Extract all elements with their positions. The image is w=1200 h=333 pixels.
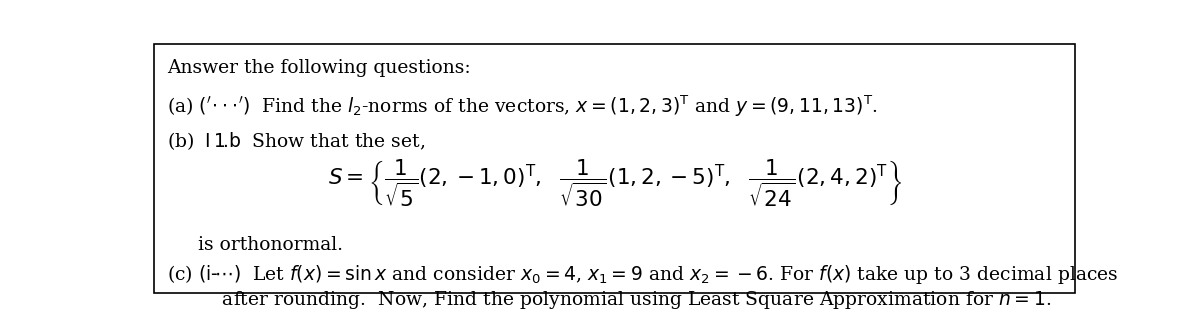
Text: Answer the following questions:: Answer the following questions: — [167, 59, 470, 77]
Text: is orthonormal.: is orthonormal. — [198, 236, 343, 254]
Text: after rounding.  Now, Find the polynomial using Least Square Approximation for $: after rounding. Now, Find the polynomial… — [198, 289, 1051, 311]
FancyBboxPatch shape — [154, 44, 1075, 293]
Text: (b) $\;\mathrm{I\,1\!.\!b}\;$ Show that the set,: (b) $\;\mathrm{I\,1\!.\!b}\;$ Show that … — [167, 130, 425, 152]
Text: (a) $\left({}^{\prime}\!\cdot\!\cdot\!\cdot\!{}^{\prime}\right)$  Find the $l_2$: (a) $\left({}^{\prime}\!\cdot\!\cdot\!\c… — [167, 94, 877, 119]
Text: (c) $\left(\mathrm{i}\text{-}\!\cdots\right)$  Let $f(x) = \sin x$ and consider : (c) $\left(\mathrm{i}\text{-}\!\cdots\ri… — [167, 263, 1118, 286]
Text: $S = \left\{ \dfrac{1}{\sqrt{5}}(2,-1,0)^{\mathrm{T}},\ \ \dfrac{1}{\sqrt{30}}(1: $S = \left\{ \dfrac{1}{\sqrt{5}}(2,-1,0)… — [328, 158, 902, 209]
